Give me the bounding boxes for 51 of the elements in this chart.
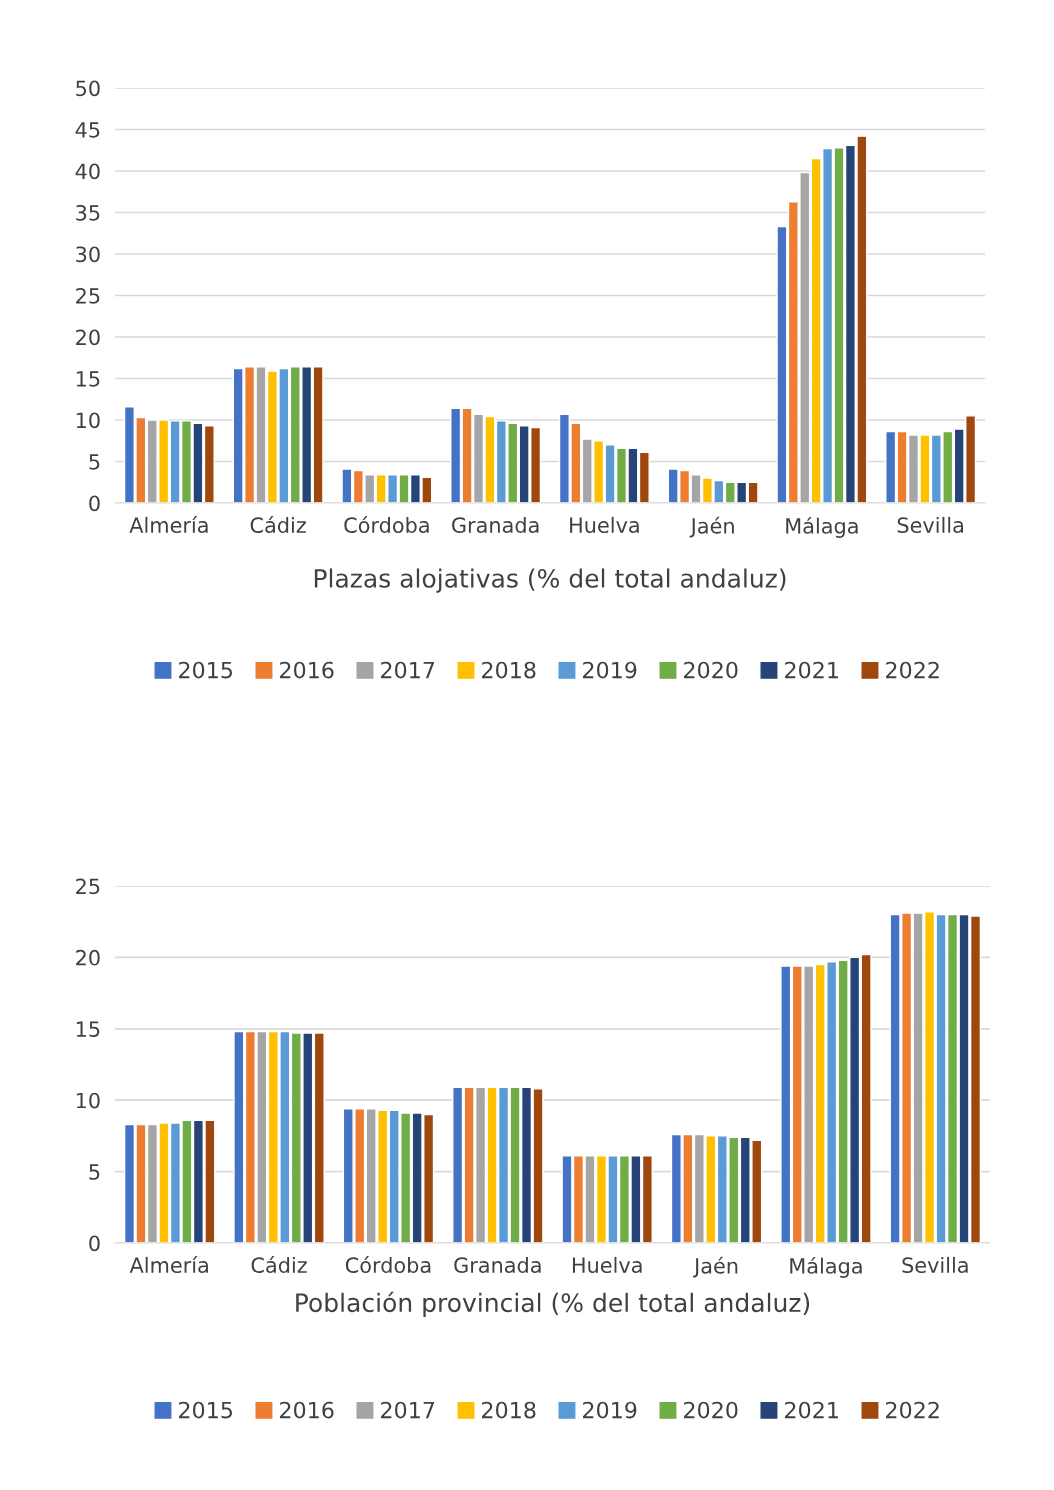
x-tick-label: Almería — [129, 1256, 208, 1274]
legend-label: 2016 — [280, 1401, 334, 1419]
x-axis-title: Población provincial (% del total andaluz) — [296, 1291, 810, 1317]
x-tick-label: Málaga — [790, 1256, 862, 1278]
x-tick-label: Huelva — [570, 516, 639, 534]
x-tick-label: Cádiz — [251, 1256, 307, 1274]
y-tick-label: 10 — [76, 412, 100, 429]
x-tick-label: Cádiz — [250, 516, 306, 534]
x-tick-label: Granada — [452, 516, 539, 534]
legend-label: 2022 — [886, 1401, 939, 1419]
x-tick-label: Córdoba — [345, 1256, 431, 1274]
y-tick-label: 20 — [76, 329, 100, 346]
legend-label: 2021 — [785, 1401, 838, 1419]
y-tick-label: 15 — [76, 1021, 100, 1038]
x-tick-label: Huelva — [572, 1256, 642, 1274]
y-tick-label: 5 — [89, 1164, 100, 1180]
legend-label: 2022 — [886, 661, 939, 679]
x-axis-title: Plazas alojativas (% del total andaluz) — [314, 568, 786, 593]
x-tick-label: Jaén — [689, 516, 734, 538]
legend-label: 2018 — [482, 1401, 536, 1419]
y-tick-label: 0 — [89, 1235, 100, 1252]
y-tick-label: 15 — [76, 371, 100, 387]
y-tick-label: 10 — [76, 1092, 100, 1109]
y-tick-label: 25 — [76, 878, 100, 895]
legend-label: 2019 — [583, 1401, 637, 1419]
x-tick-label: Jaén — [693, 1256, 738, 1278]
y-tick-label: 30 — [76, 246, 100, 263]
y-tick-label: 5 — [89, 454, 100, 470]
legend-label: 2018 — [482, 661, 536, 679]
y-tick-label: 40 — [75, 163, 100, 180]
legend-label: 2020 — [684, 1401, 738, 1419]
legend-label: 2016 — [280, 661, 334, 679]
y-tick-label: 45 — [75, 122, 100, 138]
y-tick-label: 35 — [76, 204, 100, 221]
x-tick-label: Granada — [454, 1256, 541, 1274]
y-tick-label: 20 — [76, 949, 100, 966]
legend-label: 2021 — [785, 661, 838, 679]
legend-label: 2015 — [179, 1401, 233, 1419]
legend-label: 2017 — [381, 661, 435, 679]
legend-label: 2017 — [381, 1401, 435, 1419]
legend-label: 2019 — [583, 661, 637, 679]
legend-label: 2015 — [179, 661, 233, 679]
x-tick-label: Córdoba — [344, 516, 429, 534]
legend-label: 2020 — [684, 661, 738, 679]
y-tick-label: 0 — [89, 495, 100, 512]
x-tick-label: Almería — [129, 516, 208, 534]
x-tick-label: Málaga — [786, 516, 858, 538]
y-tick-label: 25 — [76, 287, 100, 304]
y-tick-label: 50 — [76, 80, 100, 97]
x-tick-label: Sevilla — [902, 1256, 968, 1274]
x-tick-label: Sevilla — [897, 516, 963, 534]
